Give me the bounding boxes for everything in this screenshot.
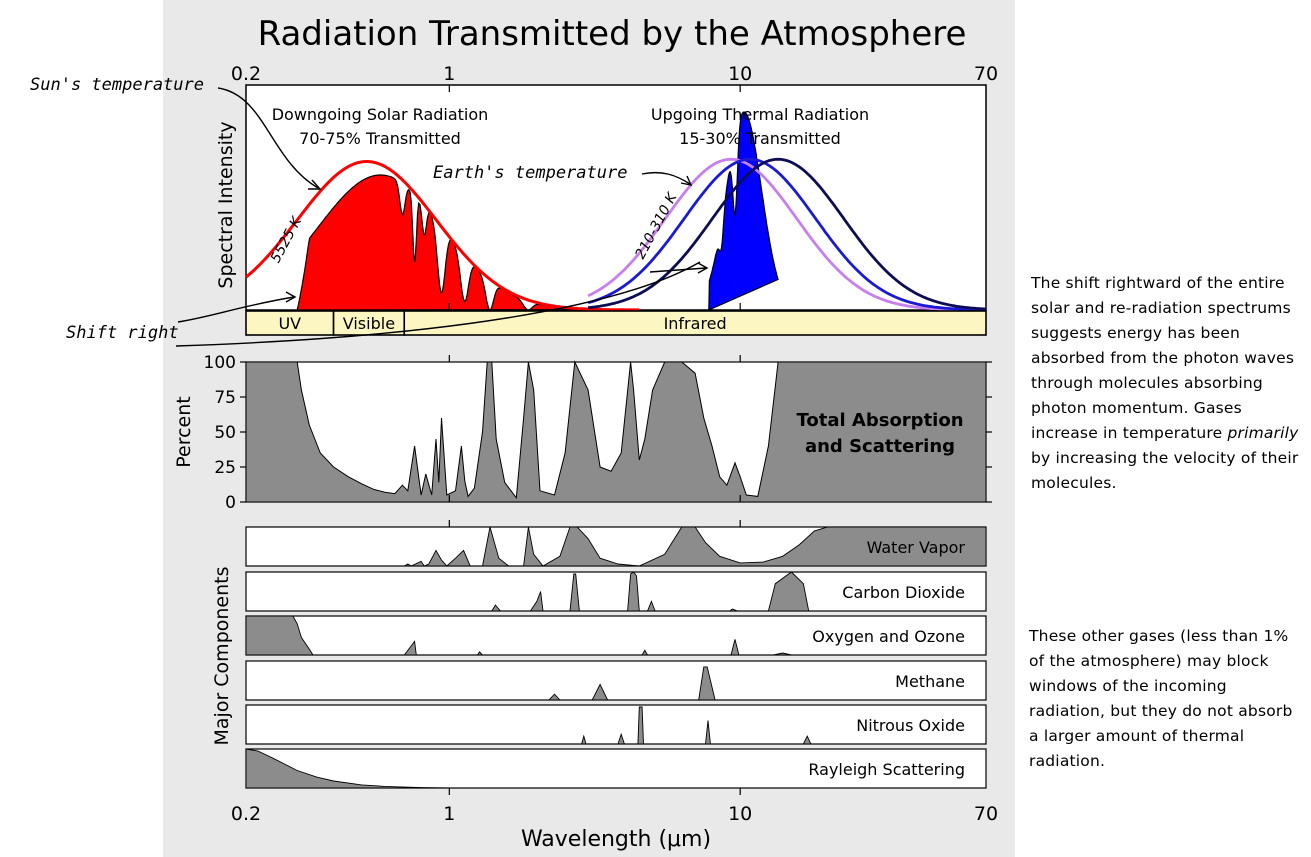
- side-note-other-gases: These other gases (less than 1% of the a…: [1029, 627, 1293, 770]
- major-components-panels: Water Vapor Carbon Dioxide Oxygen and Ozon…: [245, 85, 987, 795]
- band-label: UV: [278, 314, 301, 333]
- band-uv: [245, 310, 335, 336]
- earth-temp-arrow-head: [680, 175, 693, 186]
- component-area: [246, 571, 986, 612]
- solar-heading: Downgoing Solar Radiation: [272, 105, 489, 124]
- band-infrared: [403, 310, 987, 336]
- thermal-blackbody-curve: [587, 157, 986, 312]
- earth-temp-arrow-line: [641, 171, 691, 185]
- solar-blackbody-curve: [245, 160, 640, 312]
- component-area: [246, 526, 987, 567]
- band-visible: [332, 310, 406, 336]
- shift-arrow-head-3: [697, 262, 709, 274]
- component-label: Methane: [895, 672, 965, 691]
- component-area: [245, 748, 986, 789]
- x-tick-label-bottom: 70: [974, 803, 998, 825]
- component-label: Nitrous Oxide: [856, 716, 965, 735]
- chart-title: Radiation Transmitted by the Atmosphere: [258, 14, 967, 54]
- sun-temperature-annotation: Sun's temperature: [30, 75, 204, 95]
- bottom-x-axis: 0.2 1 10 70: [231, 803, 998, 825]
- annotation-arrows: [175, 87, 709, 347]
- x-tick-label-bottom: 10: [728, 803, 752, 825]
- total-absorption-area: [245, 360, 987, 503]
- x-tick-label-top: 70: [974, 63, 998, 85]
- side-note-shift: The shift rightward of the entire solar …: [1031, 274, 1299, 492]
- y-tick-label: 50: [214, 423, 236, 443]
- total-absorption-label-line1: Total Absorption: [796, 410, 963, 431]
- y-tick-label: 100: [204, 353, 236, 373]
- component-panel: [245, 660, 987, 701]
- spectral-bands: UV Visible Infrared: [245, 310, 987, 336]
- component-area: [246, 706, 986, 745]
- y-tick-label: 25: [214, 458, 236, 478]
- component-area: [246, 666, 986, 701]
- shift-arrow-line-2: [175, 261, 701, 347]
- x-tick-label-bottom: 1: [443, 803, 455, 825]
- sun-temp-arrow-head: [308, 179, 322, 190]
- shift-arrow-line-1: [177, 296, 295, 323]
- thermal-heading: Upgoing Thermal Radiation: [651, 105, 869, 124]
- component-panel: [245, 615, 987, 656]
- component-label: Carbon Dioxide: [842, 583, 965, 602]
- solar-transmitted-area: [296, 174, 571, 311]
- thermal-blackbody-curve: [587, 157, 987, 312]
- thermal-subheading: 15-30% Transmitted: [679, 129, 841, 148]
- y-axis-label-components: Major Components: [211, 567, 233, 746]
- x-tick-label-top: 10: [728, 63, 752, 85]
- component-label: Water Vapor: [867, 538, 966, 557]
- component-area: [245, 615, 986, 656]
- y-tick-label: 75: [214, 388, 236, 408]
- x-tick-label-bottom: 0.2: [231, 803, 261, 825]
- earth-temperature-annotation: Earth's temperature: [433, 163, 627, 183]
- spectral-curves: [245, 111, 987, 312]
- sun-temp-arrow-line: [217, 87, 319, 189]
- component-label: Oxygen and Ozone: [812, 627, 965, 646]
- solar-subheading: 70-75% Transmitted: [299, 129, 461, 148]
- band-label: Visible: [343, 314, 395, 333]
- component-label: Rayleigh Scattering: [808, 760, 965, 779]
- y-axis-label-spectral: Spectral Intensity: [215, 121, 237, 288]
- top-x-axis: 0.2 1 10 70: [231, 63, 998, 85]
- absorption-y-axis: 0 25 50 75 100: [204, 353, 992, 513]
- thermal-blackbody-curve: [587, 157, 987, 311]
- thermal-transmitted-area: [708, 111, 779, 311]
- x-tick-label-top: 0.2: [231, 63, 261, 85]
- x-tick-label-top: 1: [443, 63, 455, 85]
- total-absorption-fill: [245, 360, 987, 503]
- x-axis-label: Wavelength (μm): [521, 827, 711, 852]
- y-axis-label-percent: Percent: [173, 396, 195, 468]
- band-label: Infrared: [664, 314, 727, 333]
- total-absorption-label-line2: and Scattering: [805, 436, 955, 457]
- y-tick-label: 0: [225, 493, 236, 513]
- total-absorption-label: Total Absorption and Scattering: [796, 410, 963, 457]
- shift-right-annotation: Shift right: [66, 323, 179, 343]
- shift-arrow-line-3: [649, 267, 707, 273]
- shift-arrow-head-1: [285, 291, 297, 303]
